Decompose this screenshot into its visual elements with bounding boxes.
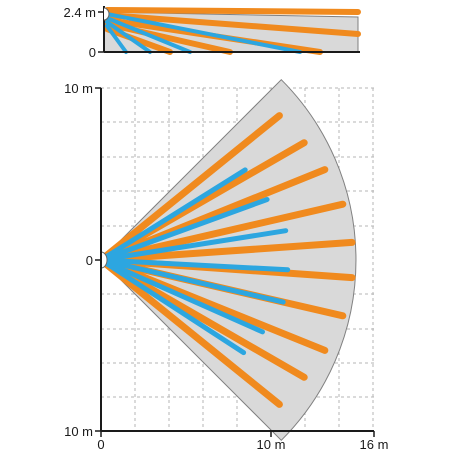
side-view: 2.4 m 0 [63,5,361,60]
side-far-beam [104,21,233,55]
x-label-10: 10 m [257,437,286,452]
sensor-icon [100,251,108,269]
near-beam [104,167,248,259]
y-label-mid: 0 [86,253,93,268]
far-beam [102,260,283,408]
y-label-bottom: 10 m [64,424,93,439]
near-beam [105,259,286,305]
side-far-beam [104,12,361,37]
x-label-16: 16 m [360,437,389,452]
y-label-top: 10 m [64,81,93,96]
side-near-beam [105,16,192,54]
side-far-beam [104,7,361,15]
top-view: 10 m 0 10 m 0 10 m 16 m [64,78,389,452]
far-beam [102,112,283,260]
side-view-zero-label: 0 [89,45,96,60]
near-beam [105,257,291,273]
far-beam [104,238,356,263]
far-beam [104,200,347,262]
side-far-beam [104,26,173,55]
side-view-height-label: 2.4 m [63,5,96,20]
top-view-coverage-zone [100,78,357,442]
side-near-beam [105,12,302,54]
near-beam [105,228,289,262]
near-beam [104,261,247,356]
near-beam [104,197,270,261]
side-view-sensor-icon [103,7,110,21]
side-view-beams [104,7,361,55]
x-label-0: 0 [97,437,104,452]
side-near-beam [105,24,128,54]
near-beam [104,260,265,335]
top-view-beams [102,112,356,408]
side-near-beam [105,20,152,54]
